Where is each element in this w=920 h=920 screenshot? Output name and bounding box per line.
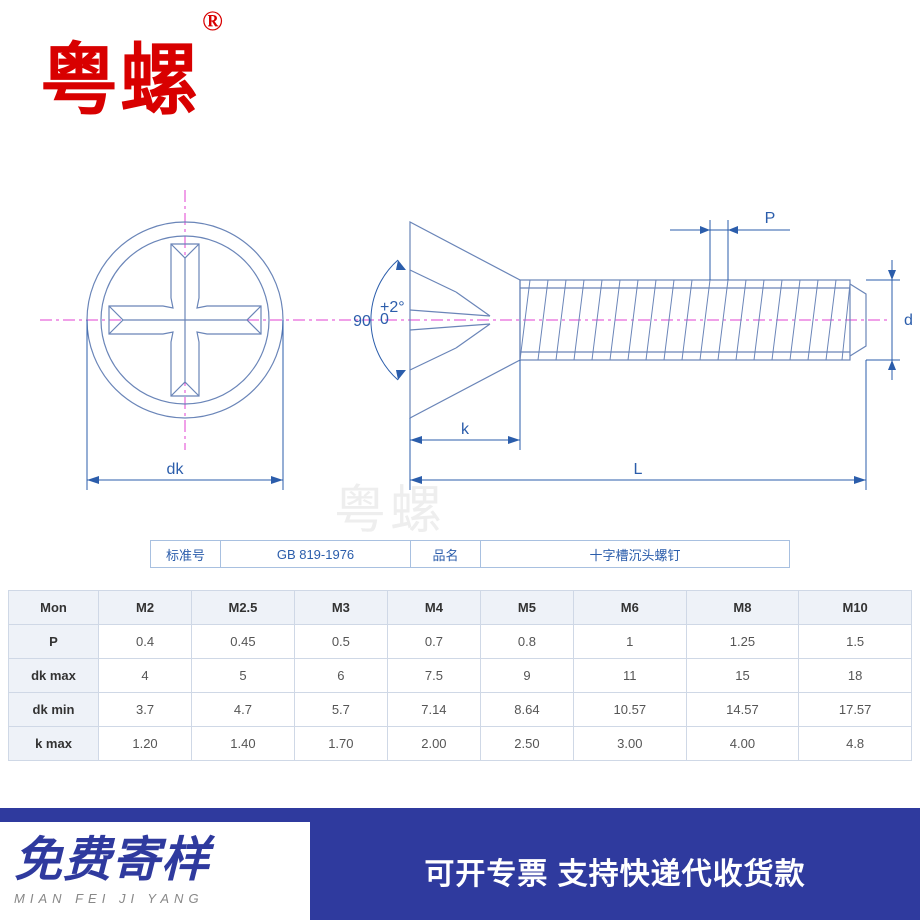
dim-L-label: L <box>634 461 643 478</box>
table-cell: 1 <box>573 625 686 659</box>
brand-logo: 粤螺® <box>40 18 223 130</box>
table-header-cell: M2 <box>99 591 192 625</box>
table-header-cell: M8 <box>686 591 799 625</box>
table-cell: 1.25 <box>686 625 799 659</box>
banner-right: 可开专票 支持快递代收货款 <box>310 822 920 920</box>
table-cell: 11 <box>573 659 686 693</box>
standard-value: GB 819-1976 <box>221 541 411 567</box>
table-cell: 5 <box>192 659 295 693</box>
table-cell: 4.7 <box>192 693 295 727</box>
banner-left-big: 免费寄样 <box>14 837 310 885</box>
row-label: k max <box>9 727 99 761</box>
table-cell: 1.70 <box>294 727 387 761</box>
table-header-cell: M5 <box>480 591 573 625</box>
dim-k-label: k <box>461 421 470 438</box>
name-label: 品名 <box>411 541 481 567</box>
angle-tol-bot: 0 <box>380 311 389 328</box>
standard-label: 标准号 <box>151 541 221 567</box>
table-header-row: MonM2M2.5M3M4M5M6M8M10 <box>9 591 912 625</box>
table-cell: 18 <box>799 659 912 693</box>
table-header-cell: M6 <box>573 591 686 625</box>
table-cell: 7.5 <box>387 659 480 693</box>
spec-table: MonM2M2.5M3M4M5M6M8M10 P0.40.450.50.70.8… <box>8 590 912 761</box>
table-cell: 1.20 <box>99 727 192 761</box>
angle-label: 90 <box>353 313 371 330</box>
bottom-banner: 免费寄样 MIAN FEI JI YANG 可开专票 支持快递代收货款 <box>0 808 920 920</box>
table-header-cell: M3 <box>294 591 387 625</box>
table-row: P0.40.450.50.70.811.251.5 <box>9 625 912 659</box>
banner-left: 免费寄样 MIAN FEI JI YANG <box>0 822 310 920</box>
name-value: 十字槽沉头螺钉 <box>481 541 789 567</box>
info-row: 标准号 GB 819-1976 品名 十字槽沉头螺钉 <box>150 540 790 568</box>
table-cell: 5.7 <box>294 693 387 727</box>
table-cell: 7.14 <box>387 693 480 727</box>
table-header-cell: M2.5 <box>192 591 295 625</box>
table-cell: 0.7 <box>387 625 480 659</box>
table-cell: 4.8 <box>799 727 912 761</box>
table-cell: 15 <box>686 659 799 693</box>
table-cell: 8.64 <box>480 693 573 727</box>
dim-d-label: d <box>904 312 913 329</box>
table-cell: 2.00 <box>387 727 480 761</box>
banner-left-small: MIAN FEI JI YANG <box>14 891 310 906</box>
table-cell: 1.40 <box>192 727 295 761</box>
table-cell: 0.4 <box>99 625 192 659</box>
table-row: dk max4567.59111518 <box>9 659 912 693</box>
table-cell: 14.57 <box>686 693 799 727</box>
table-cell: 9 <box>480 659 573 693</box>
table-cell: 17.57 <box>799 693 912 727</box>
row-label: dk max <box>9 659 99 693</box>
dim-P-label: P <box>765 210 776 227</box>
table-cell: 2.50 <box>480 727 573 761</box>
row-label: dk min <box>9 693 99 727</box>
dim-dk-label: dk <box>167 461 185 478</box>
table-cell: 1.5 <box>799 625 912 659</box>
table-cell: 10.57 <box>573 693 686 727</box>
table-cell: 4.00 <box>686 727 799 761</box>
brand-name: 粤螺 <box>40 37 200 124</box>
table-cell: 0.8 <box>480 625 573 659</box>
table-cell: 3.00 <box>573 727 686 761</box>
table-cell: 0.45 <box>192 625 295 659</box>
registered-mark: ® <box>202 6 225 37</box>
table-cell: 4 <box>99 659 192 693</box>
table-header-cell: M4 <box>387 591 480 625</box>
table-cell: 6 <box>294 659 387 693</box>
row-label: P <box>9 625 99 659</box>
table-cell: 0.5 <box>294 625 387 659</box>
table-header-cell: M10 <box>799 591 912 625</box>
table-cell: 3.7 <box>99 693 192 727</box>
table-row: k max1.201.401.702.002.503.004.004.8 <box>9 727 912 761</box>
table-body: P0.40.450.50.70.811.251.5dk max4567.5911… <box>9 625 912 761</box>
screw-diagram: dk <box>0 160 920 520</box>
table-header-cell: Mon <box>9 591 99 625</box>
table-row: dk min3.74.75.77.148.6410.5714.5717.57 <box>9 693 912 727</box>
